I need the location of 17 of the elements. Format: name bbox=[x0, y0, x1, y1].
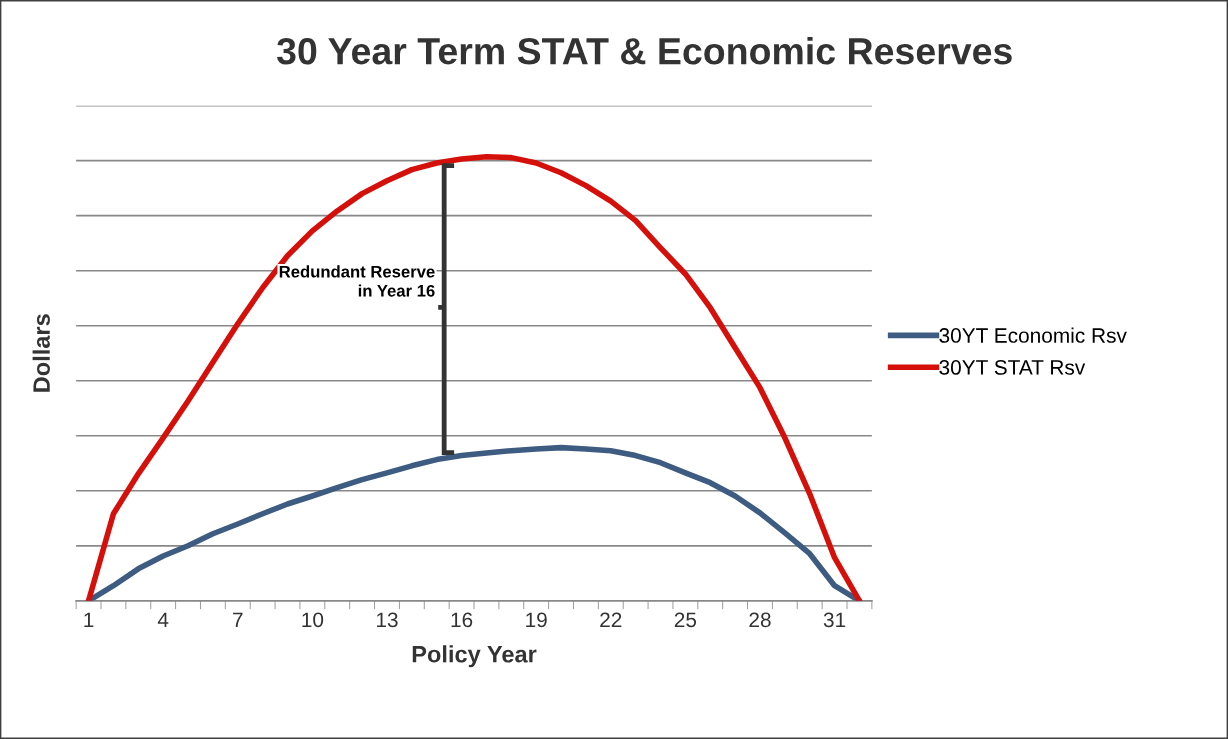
x-axis-title: Policy Year bbox=[412, 645, 537, 668]
x-tick-label: 4 bbox=[157, 612, 169, 628]
x-tick-label: 22 bbox=[600, 612, 622, 628]
x-tick-label: 7 bbox=[233, 612, 243, 628]
x-tick-label: 31 bbox=[823, 612, 846, 628]
y-axis-title: Dollars bbox=[32, 314, 50, 392]
annotation: Redundant Reserve in Year 16 bbox=[279, 265, 435, 297]
legend-label: 30YT STAT Rsv bbox=[939, 360, 1086, 375]
x-tick-label: 19 bbox=[526, 612, 547, 628]
x-tick-label: 16 bbox=[451, 612, 473, 628]
x-tick-label: 13 bbox=[376, 612, 398, 628]
x-tick-label: 1 bbox=[84, 612, 94, 628]
x-tick-label: 25 bbox=[674, 612, 697, 628]
x-tick-label: 28 bbox=[749, 612, 771, 628]
chart-title: 30 Year Term STAT & Economic Reserves bbox=[276, 36, 1012, 65]
x-tick-label: 10 bbox=[302, 612, 324, 628]
legend-label: 30YT Economic Rsv bbox=[939, 327, 1127, 343]
